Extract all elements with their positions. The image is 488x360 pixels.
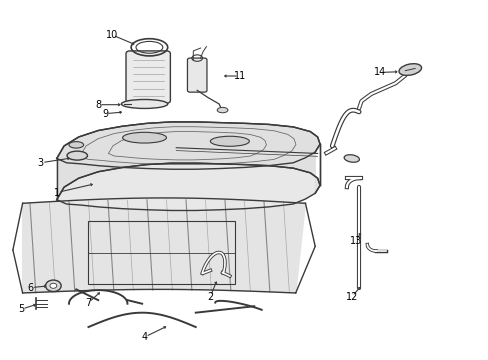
- FancyBboxPatch shape: [187, 58, 206, 92]
- Text: 2: 2: [207, 292, 213, 302]
- Ellipse shape: [67, 151, 87, 160]
- Text: 9: 9: [102, 109, 108, 119]
- Text: 8: 8: [95, 100, 101, 110]
- Ellipse shape: [210, 136, 249, 146]
- Text: 3: 3: [38, 158, 43, 168]
- Polygon shape: [57, 163, 320, 211]
- Ellipse shape: [122, 132, 166, 143]
- Text: 1: 1: [54, 188, 60, 198]
- Ellipse shape: [69, 141, 83, 148]
- Text: 10: 10: [105, 30, 118, 40]
- Text: 13: 13: [349, 236, 361, 246]
- Ellipse shape: [217, 107, 227, 113]
- Ellipse shape: [344, 155, 359, 162]
- Text: 4: 4: [141, 332, 147, 342]
- Text: 11: 11: [233, 71, 245, 81]
- Text: 14: 14: [373, 67, 386, 77]
- Text: 6: 6: [28, 283, 34, 293]
- Circle shape: [50, 283, 57, 288]
- Circle shape: [45, 280, 61, 292]
- Text: 7: 7: [85, 298, 91, 308]
- Polygon shape: [57, 122, 320, 169]
- Polygon shape: [22, 198, 305, 293]
- Ellipse shape: [121, 99, 167, 108]
- Text: 5: 5: [19, 304, 25, 314]
- Polygon shape: [57, 122, 320, 200]
- Text: 12: 12: [345, 292, 357, 302]
- Ellipse shape: [398, 64, 421, 75]
- FancyBboxPatch shape: [126, 51, 170, 103]
